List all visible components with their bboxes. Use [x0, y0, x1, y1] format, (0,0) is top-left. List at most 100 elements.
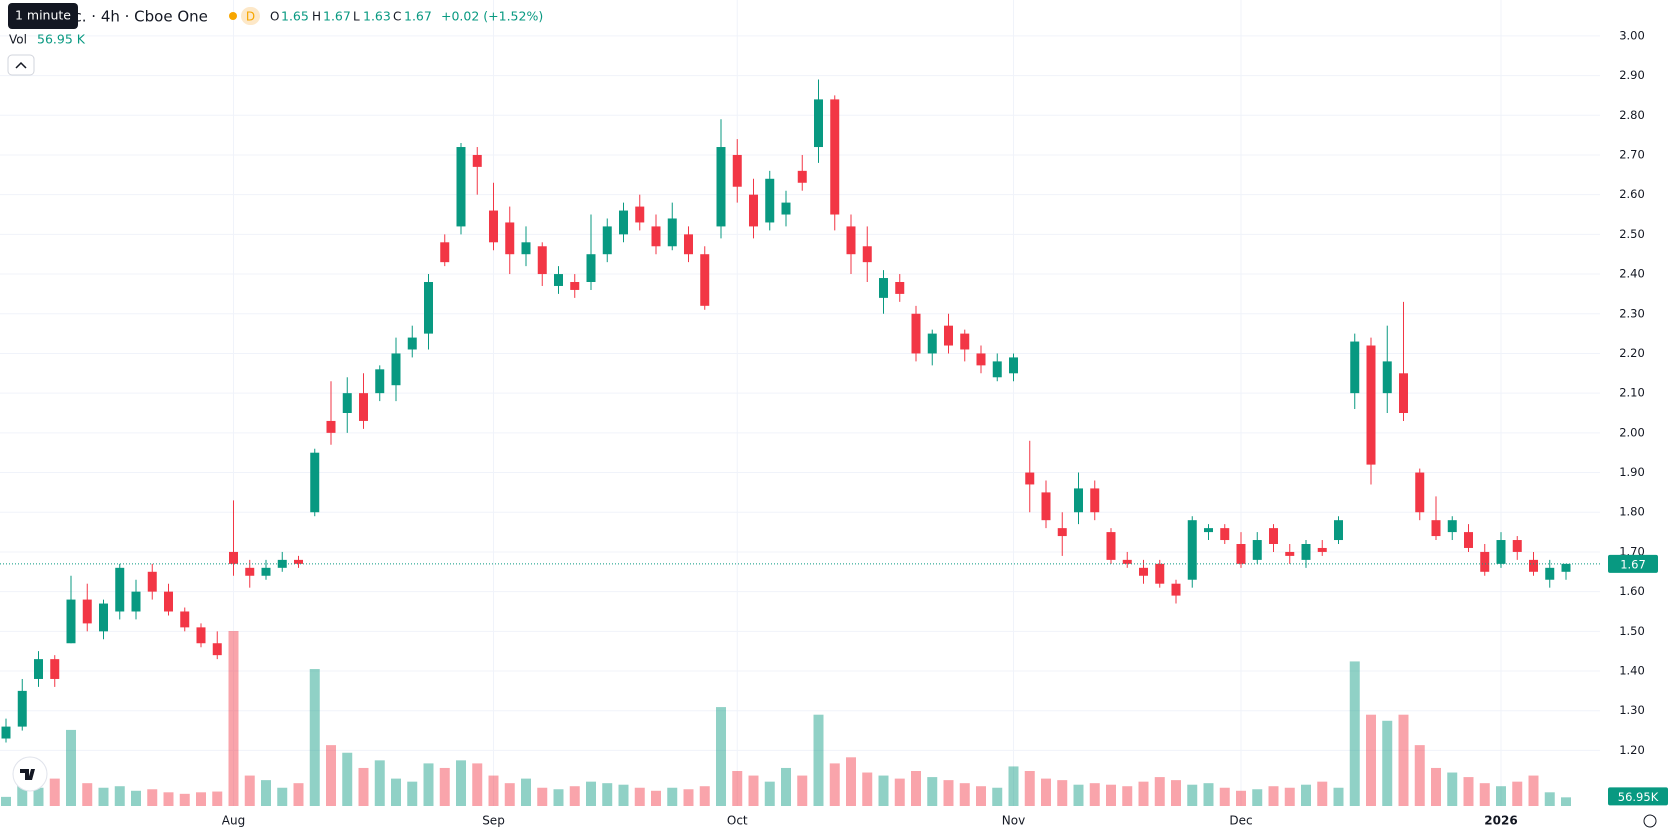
- volume-bar: [651, 790, 661, 806]
- y-tick-label: 1.80: [1619, 505, 1645, 519]
- candle-body: [1399, 373, 1408, 413]
- volume-bar: [244, 775, 255, 806]
- candle-body: [1057, 528, 1067, 537]
- open-label: O: [270, 10, 279, 24]
- volume-bar: [748, 775, 759, 806]
- volume-bar: [1349, 661, 1360, 806]
- volume-bar: [1203, 783, 1214, 806]
- candle-body: [131, 591, 141, 612]
- volume-bar: [472, 763, 483, 806]
- candle-body: [1106, 532, 1116, 560]
- x-tick-label: Nov: [1002, 814, 1025, 828]
- candle-body: [554, 274, 563, 286]
- session: D: [246, 10, 255, 24]
- volume-bar: [342, 752, 353, 806]
- candle-body: [749, 194, 758, 227]
- candle-body: [1187, 520, 1197, 580]
- logo-mark: [20, 769, 35, 780]
- candle-body: [570, 282, 580, 290]
- volume-bar: [764, 781, 775, 806]
- candle-body: [667, 218, 677, 247]
- volume-bar: [1528, 775, 1539, 806]
- candle-body: [50, 659, 60, 679]
- volume-bar: [1463, 777, 1474, 806]
- candle-body: [700, 254, 710, 306]
- candle-body: [846, 226, 856, 255]
- candle-body: [115, 567, 125, 612]
- volume-bar: [326, 745, 336, 806]
- volume-bar: [17, 783, 28, 806]
- x-tick-label: Oct: [727, 814, 748, 828]
- volume-bar: [423, 763, 434, 806]
- y-tick-label: 1.20: [1619, 743, 1645, 757]
- volume-bar: [1268, 786, 1279, 806]
- volume-bar: [716, 707, 726, 806]
- volume-bar: [553, 789, 564, 806]
- volume-bar: [1171, 780, 1181, 806]
- volume-bar: [1122, 786, 1133, 806]
- volume-bar: [407, 781, 418, 806]
- volume-bar: [1089, 783, 1100, 806]
- volume-bar: [277, 787, 288, 806]
- candle-body: [1236, 544, 1246, 564]
- candle-body: [635, 206, 645, 223]
- volume-bar: [1512, 781, 1523, 806]
- volume-bar: [1024, 771, 1035, 806]
- candle-body: [1090, 488, 1100, 513]
- volume-bar: [1398, 714, 1409, 806]
- candle-body: [17, 690, 27, 727]
- sun-icon: [229, 12, 237, 20]
- volume-bar: [1382, 720, 1393, 806]
- candle-body: [1009, 357, 1018, 374]
- volume-bar: [586, 781, 596, 806]
- candle-body: [1025, 472, 1035, 485]
- candle-body: [359, 393, 368, 421]
- volume-bar: [976, 786, 986, 806]
- candle-body: [1561, 563, 1571, 572]
- candle-body: [34, 659, 43, 679]
- candle-body: [911, 313, 921, 354]
- volume-value: 56.95 K: [37, 32, 86, 47]
- volume-bar: [374, 760, 385, 806]
- volume-bar: [228, 631, 239, 806]
- volume-bar: [1008, 766, 1019, 806]
- volume-bar: [797, 775, 808, 806]
- candle-body: [927, 333, 937, 354]
- volume-bar: [1, 796, 11, 806]
- x-tick-label: Sep: [482, 814, 505, 828]
- volume-bar: [439, 767, 450, 806]
- volume-bar: [488, 775, 499, 806]
- settings-icon[interactable]: [1643, 814, 1657, 828]
- candle-body: [99, 603, 108, 632]
- candle-body: [830, 99, 840, 215]
- volume-bar: [1187, 784, 1198, 806]
- volume-bar: [992, 787, 1003, 806]
- volume-bar: [1333, 787, 1344, 806]
- candle-body: [862, 246, 872, 263]
- candle-body: [1285, 551, 1295, 556]
- candle-body: [1074, 488, 1083, 513]
- candle-body: [1139, 567, 1148, 576]
- candle-body: [82, 599, 92, 624]
- candle-body: [489, 210, 498, 243]
- x-tick-label: Aug: [222, 814, 245, 828]
- volume-bar: [1301, 784, 1311, 806]
- collapse-icon: [15, 61, 27, 69]
- volume-bar: [521, 778, 531, 806]
- candle-body: [1382, 361, 1392, 394]
- candle-body: [1512, 540, 1522, 552]
- volume-bar: [634, 787, 645, 806]
- volume-bar: [98, 787, 109, 806]
- candle-body: [895, 282, 905, 294]
- high-value: 1.67: [323, 9, 351, 24]
- collapse-button[interactable]: [7, 54, 35, 76]
- candle-body: [879, 278, 888, 298]
- candle-body: [1545, 567, 1555, 580]
- candle-body: [1496, 540, 1506, 564]
- y-tick-label: 1.90: [1619, 465, 1645, 479]
- candle-body: [537, 246, 547, 275]
- volume-bar: [927, 777, 938, 806]
- open-value: 1.65: [281, 9, 309, 24]
- y-tick-label: 2.30: [1619, 306, 1645, 320]
- close-value: 1.67: [404, 9, 432, 24]
